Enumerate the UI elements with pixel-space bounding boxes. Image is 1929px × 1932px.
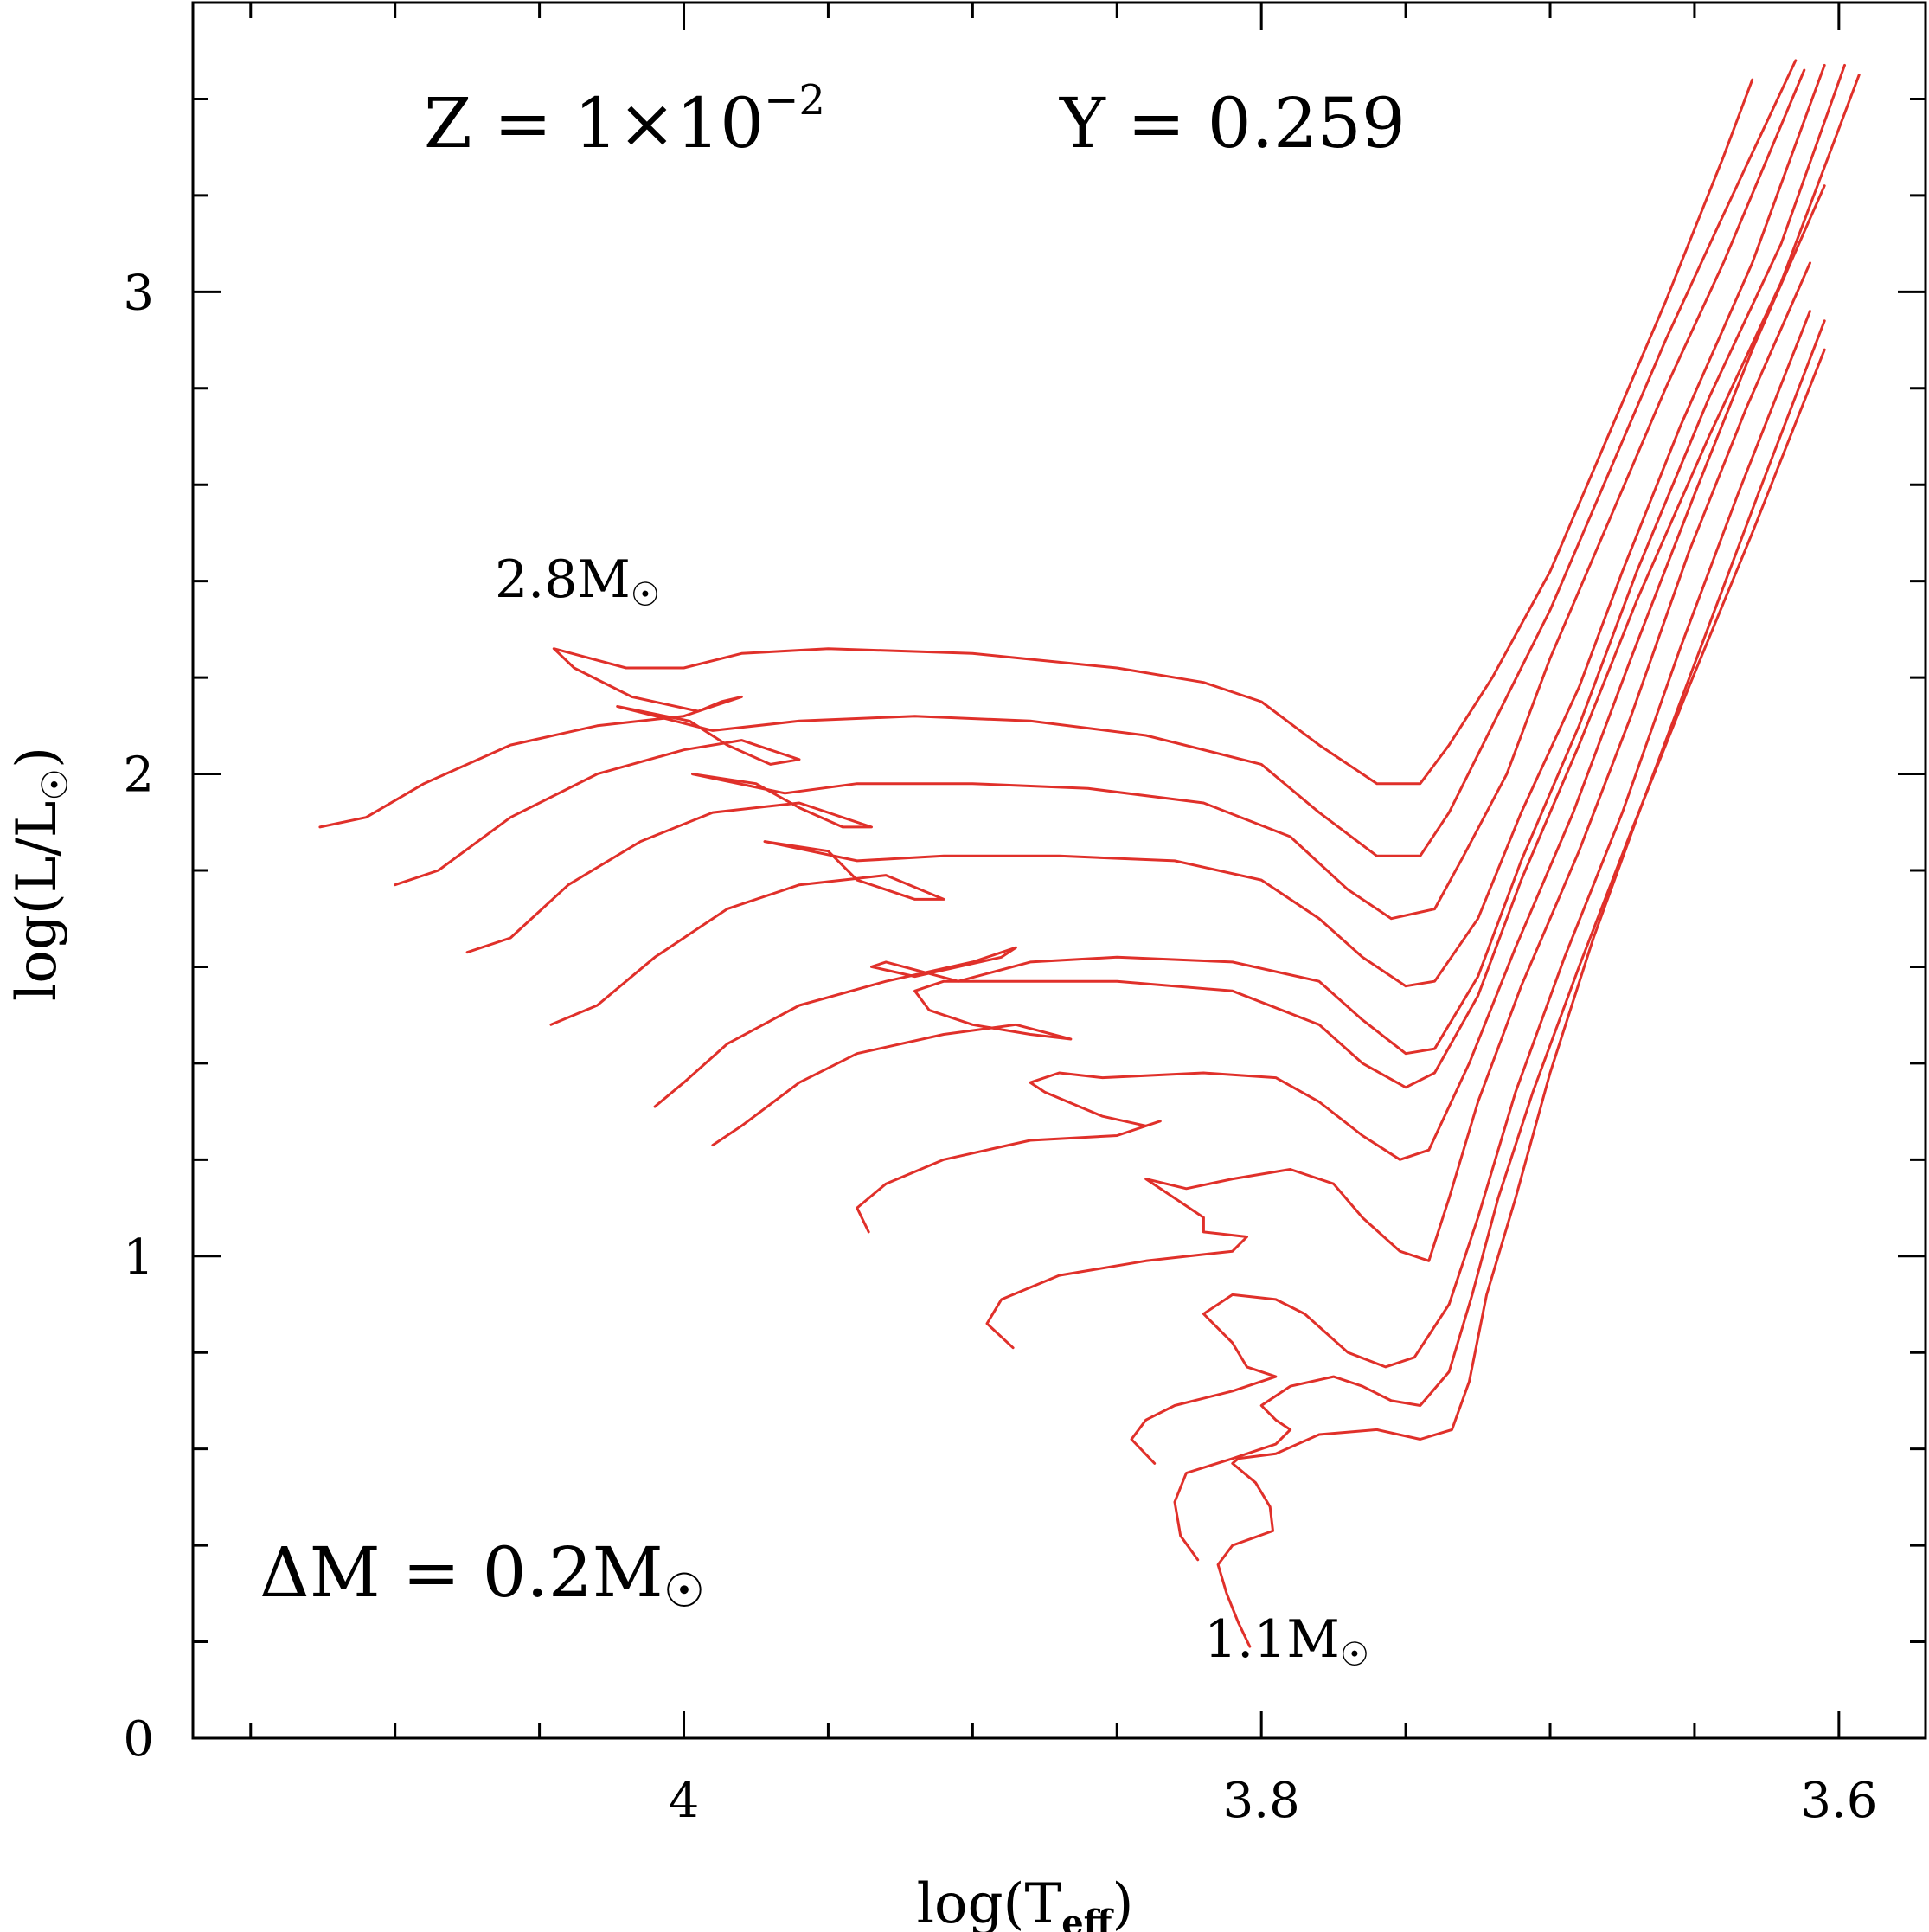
x-axis-label: log(Teff) <box>917 1872 1134 1932</box>
track-line <box>1173 348 1826 1562</box>
x-tick-labels: 4 3.8 3.6 <box>669 1773 1878 1829</box>
sun-symbol-icon: ☉ <box>1340 1635 1369 1673</box>
sun-symbol-icon: ☉ <box>663 1563 705 1618</box>
track-line <box>465 68 1806 954</box>
annotation-composition-y: Y = 0.259 <box>1059 83 1406 164</box>
track-line <box>985 261 1811 1350</box>
track-line <box>711 74 1861 1147</box>
track-line <box>318 78 1754 829</box>
sun-symbol-icon: ☉ <box>631 575 660 613</box>
sun-symbol-icon: ☉ <box>34 768 76 801</box>
y-tick-label: 0 <box>123 1711 154 1768</box>
track-line <box>394 59 1798 887</box>
track-line <box>653 63 1846 1108</box>
evolutionary-tracks <box>318 59 1861 1648</box>
track-line <box>1216 319 1826 1648</box>
y-axis-label: log(L/L☉) <box>5 747 76 1001</box>
label-bottom-mass: 1.1M☉ <box>1204 1609 1369 1673</box>
svg-text:log(L/L☉): log(L/L☉) <box>5 747 76 1001</box>
track-line <box>856 184 1826 1234</box>
y-tick-label: 1 <box>123 1229 154 1286</box>
annotation-mass-step: ΔM = 0.2M☉ <box>260 1532 705 1618</box>
track-line <box>549 63 1826 1026</box>
x-tick-label: 3.6 <box>1800 1773 1877 1829</box>
annotation-composition-z: Z = 1×10−2 <box>424 76 825 164</box>
y-tick-label: 3 <box>123 265 154 321</box>
x-tick-label: 4 <box>669 1773 700 1829</box>
axis-ticks <box>193 1 1926 1740</box>
y-tick-labels: 0 1 2 3 <box>123 265 154 1768</box>
label-top-mass: 2.8M☉ <box>495 549 660 613</box>
y-tick-label: 2 <box>123 748 154 804</box>
plot-frame <box>191 1 1927 1740</box>
x-tick-label: 3.8 <box>1223 1773 1300 1829</box>
track-line <box>1130 310 1811 1465</box>
